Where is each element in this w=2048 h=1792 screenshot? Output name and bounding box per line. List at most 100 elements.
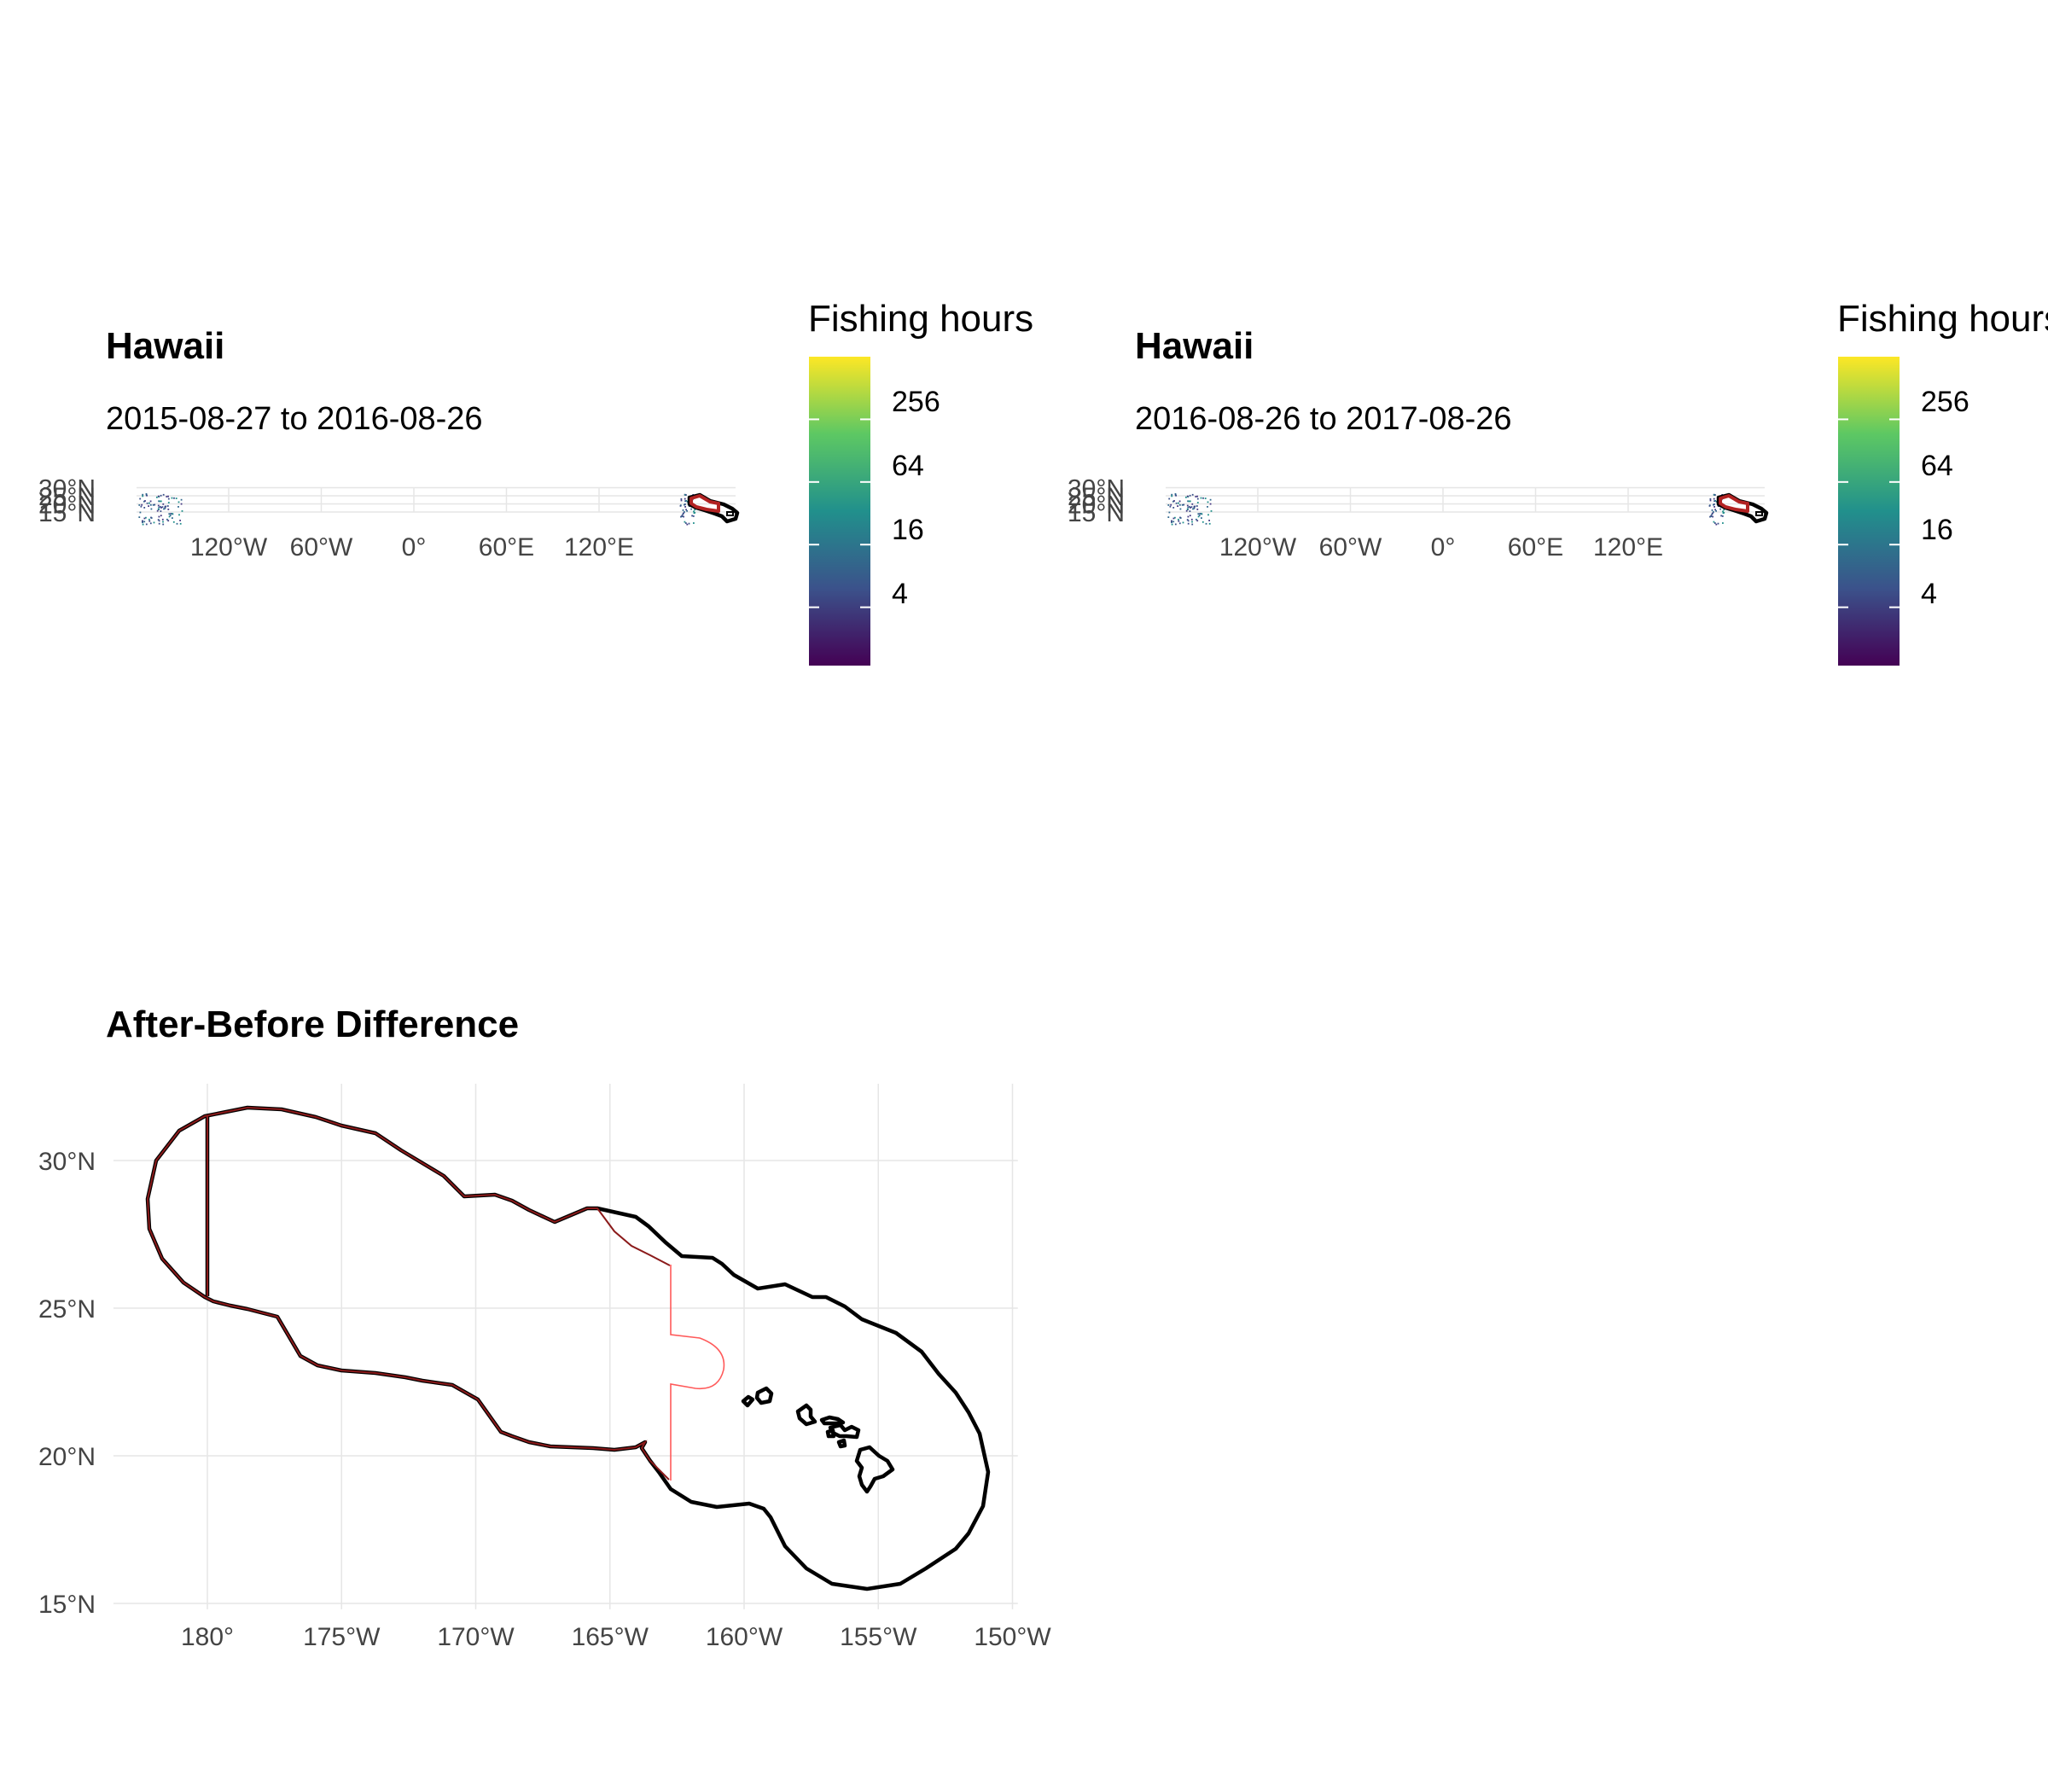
fishing-point [685,500,688,502]
panel-before: Hawaii 2015-08-27 to 2016-08-26 30°N25°N… [38,298,1033,666]
mini-map: 30°N25°N20°N15°N 120°W 60°W 0° 60°E 120°E [1068,475,1769,561]
fishing-point [168,515,171,518]
fishing-point [142,523,144,526]
fishing-point [139,511,142,514]
fishing-point [162,503,165,505]
fishing-point [139,497,142,500]
fishing-point [159,505,161,508]
main-hawaiian-islands [741,1386,895,1494]
fishing-point [1714,509,1716,511]
y-tick-label: 25°N [38,1295,96,1324]
fishing-point [145,494,148,497]
fishing-point [1208,522,1211,525]
fishing-point [1189,515,1191,517]
y-tick-label: 25°N [38,483,96,511]
fishing-point [1723,509,1725,511]
fishing-point [1198,515,1201,516]
fishing-point [1196,495,1198,497]
legend-title: Fishing hours [808,298,1033,340]
fishing-point [142,495,144,497]
x-tick-label: 165°W [572,1623,649,1651]
fishing-point [1167,516,1170,518]
fishing-point [683,512,684,515]
fishing-point [1190,518,1193,521]
fishing-point [1173,500,1175,502]
panel-title: Hawaii [1135,325,1254,367]
region-outline-west [146,1106,671,1481]
fishing-point [170,513,172,515]
fishing-point [684,494,686,496]
fishing-point [166,505,169,507]
fishing-point [158,506,160,509]
fishing-point [684,497,686,500]
fishing-point [179,520,181,521]
fishing-point [160,510,162,512]
fishing-point [145,516,147,519]
fishing-point [1174,523,1177,526]
fishing-point [143,521,146,523]
fishing-point [145,493,148,495]
colorbar [809,357,870,666]
fishing-points [138,493,696,526]
fishing-point [143,507,146,509]
fishing-point [1196,520,1199,522]
fishing-point [1185,496,1187,498]
fishing-point [683,515,684,518]
fishing-point [162,493,165,496]
fishing-point [157,495,160,497]
fishing-point [1189,500,1191,503]
fishing-point [686,523,689,526]
fishing-point [166,496,168,497]
fishing-point [691,515,693,517]
fishing-point [178,514,180,516]
legend: Fishing hours 256 64 16 4 [808,298,1033,666]
island-kahoolawe [836,1438,847,1449]
panel-subtitle: 2015-08-27 to 2016-08-26 [106,401,483,437]
y-axis-ticks: 30°N25°N20°N15°N [38,475,96,528]
fishing-point [1722,510,1724,513]
y-tick-label: 15°N [38,1591,96,1619]
fishing-point [1169,505,1172,508]
fishing-point [1171,495,1173,497]
fishing-point [684,506,686,508]
fishing-point [1715,509,1717,512]
fishing-point [166,518,168,521]
fishing-point [1715,501,1718,503]
fishing-point [694,511,696,514]
fishing-point [1177,505,1178,507]
fishing-point [177,501,180,503]
x-tick-label: 120°W [1219,533,1297,561]
fishing-point [682,513,684,515]
fishing-point [1195,496,1197,497]
legend-title: Fishing hours [1837,298,2048,340]
fishing-point [1196,518,1197,521]
island-maui [828,1423,861,1440]
fishing-point [1207,501,1209,503]
fishing-point [1187,515,1190,518]
fishing-point [161,518,164,521]
region-outline [689,494,720,513]
fishing-point [165,505,167,508]
fishing-point [1713,511,1714,513]
fishing-point [168,513,171,515]
fishing-point [167,502,170,503]
fishing-point [175,497,177,499]
fishing-point [1187,520,1190,522]
y-tick-label: 30°N [1068,475,1125,503]
panel-after: Hawaii 2016-08-26 to 2017-08-26 30°N25°N… [1068,298,2048,666]
fishing-point [1722,522,1724,524]
fishing-point [1190,507,1191,509]
fishing-point [1189,494,1191,497]
fishing-point [153,521,155,524]
x-tick-label: 150°W [974,1623,1051,1651]
fishing-point [156,509,159,512]
fishing-point [682,509,684,511]
fishing-point [1187,506,1190,509]
fishing-point [157,504,160,507]
fishing-point [1721,515,1724,517]
x-tick-label: 180° [181,1623,234,1651]
fishing-point [1189,510,1191,512]
fishing-point [1708,505,1711,507]
fishing-point [138,516,141,518]
fishing-point [1209,498,1212,501]
